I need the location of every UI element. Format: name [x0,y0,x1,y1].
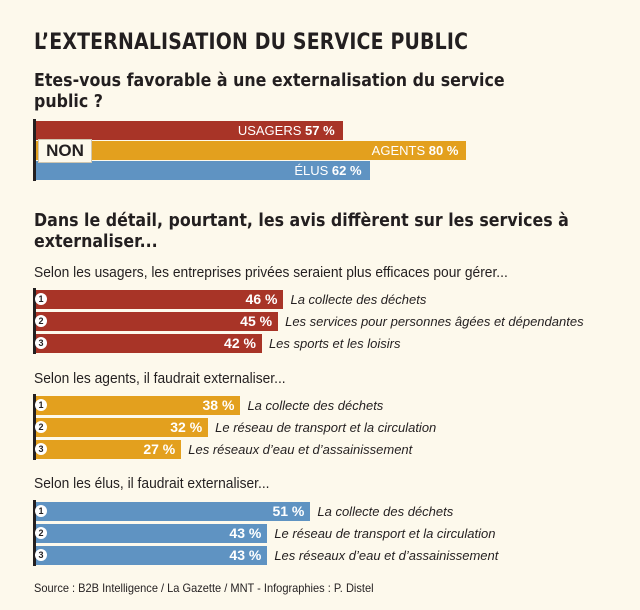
group-1-rank-2: 2 [35,315,47,327]
group-3-value-3: 43 % [229,547,262,563]
group-1-rank-3: 3 [35,337,47,349]
group-3-rank-3: 3 [35,549,47,561]
chart-title: L’EXTERNALISATION DU SERVICE PUBLIC [34,30,469,55]
main-bar-label-2: AGENTS 80 % [36,141,459,160]
group-2-bar-1 [36,396,241,415]
main-bar-category-2: AGENTS [371,143,429,158]
main-bar-category-1: USAGERS [237,123,306,138]
group-3-value-2: 43 % [229,525,262,541]
group-1-category-1: La collecte des déchets [290,292,427,307]
main-bar-label-1: USAGERS 57 % [36,121,335,140]
detail-title: Dans le détail, pourtant, les avis diffè… [34,210,569,252]
group-title-1: Selon les usagers, les entreprises privé… [34,264,508,281]
group-2-rank-2: 2 [35,421,47,433]
main-bar-category-3: ÉLUS [294,163,332,178]
main-chart-axis [33,119,36,181]
group-2-value-1: 38 % [202,397,235,413]
main-bar-2 [36,141,467,160]
main-bar-label-3: ÉLUS 62 % [36,161,362,180]
group-2-rank-1: 1 [35,399,47,411]
group-2-rank-3: 3 [35,443,47,455]
group-1-category-2: Les services pour personnes âgées et dép… [285,314,584,329]
group-1-category-3: Les sports et les loisirs [268,336,401,351]
group-3-category-1: La collecte des déchets [317,504,454,519]
group-3-bar-3 [36,546,268,565]
group-3-bar-2 [36,524,268,543]
answer-non-label: NON [38,139,92,163]
group-1-value-1: 46 % [245,291,278,307]
group-1-value-3: 42 % [224,335,256,351]
group-3-rank-2: 2 [35,527,47,539]
group-1-bar-2 [36,312,279,331]
group-2-bar-3 [36,440,182,459]
source-note: Source : B2B Intelligence / La Gazette /… [34,581,374,595]
group-2-category-2: Le réseau de transport et la circulation [215,420,437,435]
group-2-bar-2 [36,418,209,437]
group-axis-3 [33,500,36,566]
main-bar-3 [36,161,370,180]
group-3-rank-1: 1 [35,505,47,517]
group-title-3: Selon les élus, il faudrait externaliser… [34,475,270,492]
main-bar-1 [36,121,343,140]
main-bar-value-3: 62 % [331,163,362,178]
group-1-value-2: 45 % [240,313,273,329]
main-bar-value-2: 80 % [428,143,459,158]
group-2-category-3: Les réseaux d’eau et d’assainissement [188,442,413,457]
main-bar-value-1: 57 % [305,123,335,138]
group-3-category-2: Le réseau de transport et la circulation [274,526,496,541]
group-3-value-1: 51 % [272,503,305,519]
group-axis-1 [33,288,36,354]
group-2-value-3: 27 % [143,441,176,457]
group-2-category-1: La collecte des déchets [247,398,384,413]
group-1-bar-3 [36,334,262,353]
group-1-bar-1 [36,290,284,309]
group-axis-2 [33,394,36,460]
group-title-2: Selon les agents, il faudrait externalis… [34,370,286,387]
group-3-bar-1 [36,502,311,521]
group-3-category-3: Les réseaux d’eau et d’assainissement [274,548,499,563]
group-1-rank-1: 1 [35,293,47,305]
group-2-value-2: 32 % [170,419,203,435]
main-question: Etes-vous favorable à une externalisatio… [34,70,505,112]
